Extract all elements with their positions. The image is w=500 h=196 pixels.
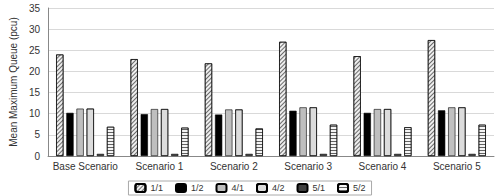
svg-text:Mean Maximum Queue (pcu): Mean Maximum Queue (pcu)	[8, 17, 19, 147]
svg-text:Scenario 4: Scenario 4	[359, 161, 407, 172]
svg-text:10: 10	[29, 108, 41, 119]
svg-text:5/2: 5/2	[353, 183, 366, 193]
svg-text:4/2: 4/2	[272, 183, 285, 193]
svg-text:30: 30	[29, 24, 41, 35]
svg-text:4/1: 4/1	[231, 183, 244, 193]
svg-text:1/2: 1/2	[191, 183, 204, 193]
svg-text:Scenario 3: Scenario 3	[284, 161, 332, 172]
svg-text:Scenario 2: Scenario 2	[210, 161, 258, 172]
svg-text:1/1: 1/1	[150, 183, 163, 193]
svg-text:25: 25	[29, 45, 41, 56]
svg-text:5/1: 5/1	[313, 183, 326, 193]
svg-text:Base Scenario: Base Scenario	[53, 161, 118, 172]
svg-text:35: 35	[29, 3, 41, 14]
svg-text:20: 20	[29, 66, 41, 77]
svg-text:5: 5	[34, 129, 40, 140]
svg-text:15: 15	[29, 87, 41, 98]
svg-text:0: 0	[34, 151, 40, 162]
svg-text:Scenario 1: Scenario 1	[136, 161, 184, 172]
svg-text:Scenario 5: Scenario 5	[433, 161, 481, 172]
